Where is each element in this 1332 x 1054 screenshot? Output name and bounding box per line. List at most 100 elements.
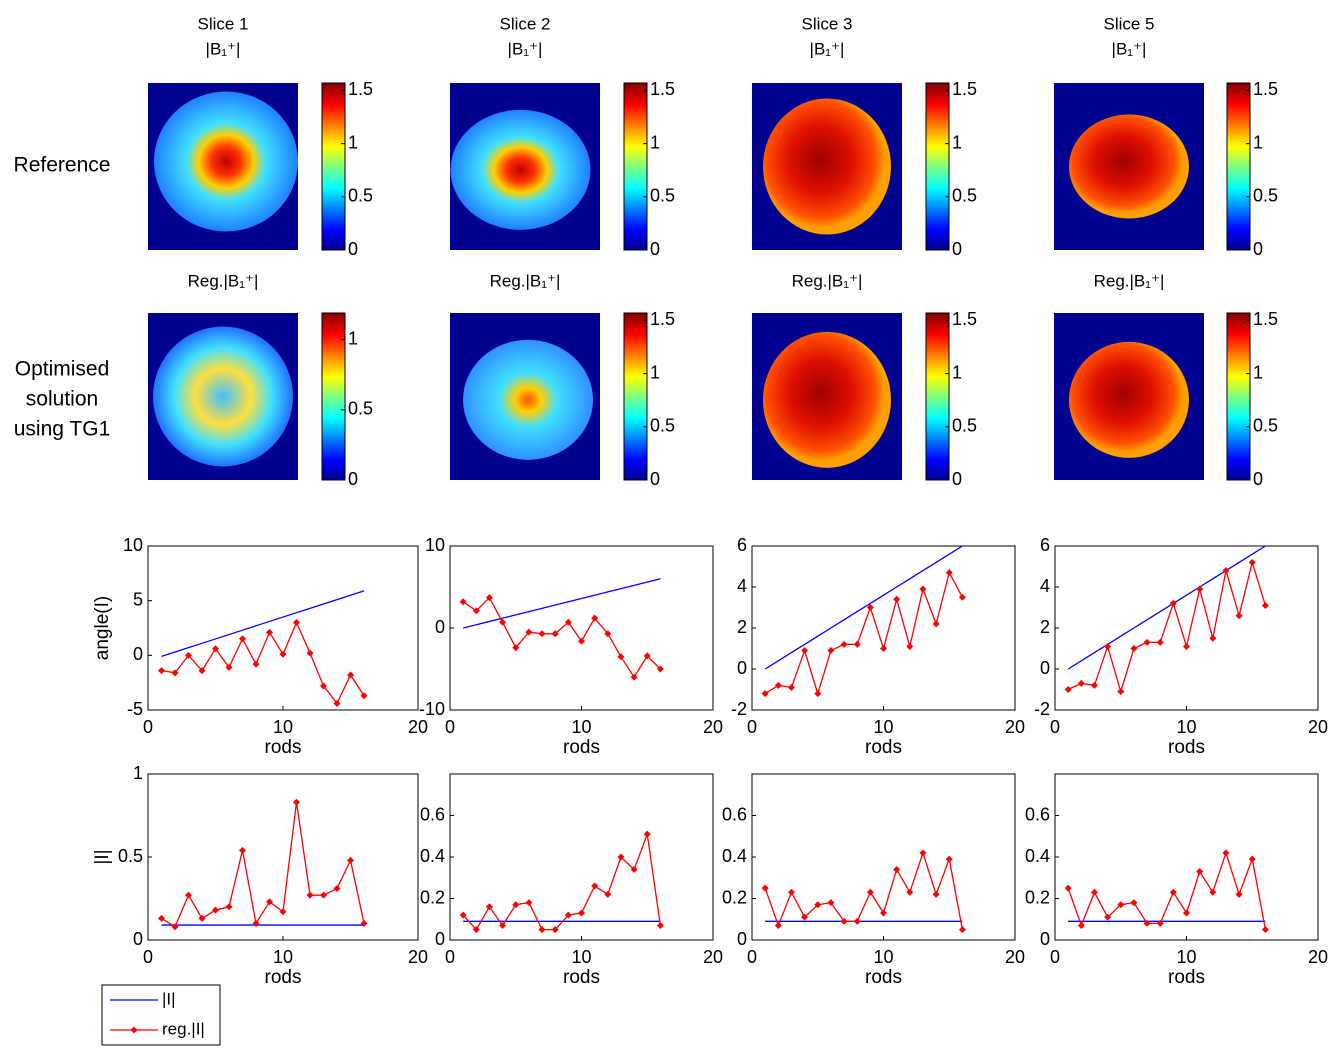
- x-tick-label: 0: [747, 947, 757, 967]
- marker: [774, 921, 782, 929]
- x-axis-label: rods: [1168, 967, 1205, 988]
- marker: [919, 585, 927, 593]
- x-tick-label: 20: [408, 947, 428, 967]
- marker: [840, 917, 848, 925]
- marker: [880, 645, 887, 652]
- colorbar-tick-label: 1: [952, 362, 962, 382]
- colorbar-tick-label: 1: [650, 132, 660, 152]
- y-tick-label: 0: [737, 658, 747, 678]
- colorbar-tick-label: 1: [650, 362, 660, 382]
- colorbar-tick-label: 1: [952, 132, 962, 152]
- marker: [827, 647, 835, 655]
- colorbar-tick-label: 0: [348, 239, 358, 259]
- y-tick-label: -2: [731, 699, 747, 719]
- x-tick-label: 0: [143, 947, 153, 967]
- marker: [564, 911, 572, 919]
- y-tick-label: 1: [133, 763, 143, 783]
- x-tick-label: 0: [143, 717, 153, 737]
- y-axis-label: |I|: [92, 849, 113, 864]
- marker: [1196, 868, 1204, 876]
- marker: [893, 595, 901, 603]
- row-label: Reference: [14, 154, 111, 177]
- marker: [1064, 884, 1072, 892]
- slice-title: Slice 3: [801, 14, 852, 33]
- marker: [320, 682, 327, 690]
- series-line: [1067, 545, 1266, 670]
- colorbar-tick-label: 1.5: [952, 79, 977, 99]
- marker: [774, 681, 782, 689]
- marker: [171, 923, 179, 931]
- marker: [630, 673, 638, 681]
- image-title: |B₁⁺|: [1112, 39, 1147, 58]
- colorbar-tick-label: 0: [1253, 239, 1263, 259]
- marker: [239, 846, 246, 854]
- x-tick-label: 20: [703, 947, 723, 967]
- marker: [1209, 634, 1217, 642]
- marker: [472, 607, 480, 615]
- slice-title: Slice 2: [499, 14, 550, 33]
- marker: [578, 637, 585, 645]
- marker: [643, 652, 651, 660]
- marker: [787, 683, 795, 691]
- marker: [1104, 913, 1112, 921]
- marker: [212, 645, 219, 653]
- marker: [932, 620, 940, 628]
- y-tick-label: -5: [127, 699, 143, 719]
- marker: [604, 630, 612, 638]
- colorbar: [925, 312, 950, 481]
- marker: [893, 865, 901, 873]
- marker: [485, 903, 493, 911]
- marker: [919, 849, 927, 857]
- x-tick-label: 0: [445, 717, 455, 737]
- x-axis-label: rods: [265, 967, 302, 988]
- marker: [512, 901, 520, 909]
- x-tick-label: 10: [1176, 947, 1196, 967]
- x-tick-label: 20: [1308, 717, 1328, 737]
- marker: [512, 644, 520, 652]
- colorbar-tick-label: 0.5: [650, 186, 675, 206]
- colorbar-tick-label: 0.5: [952, 186, 977, 206]
- y-tick-label: 10: [123, 535, 143, 555]
- plot-area: [147, 545, 419, 711]
- marker: [185, 651, 192, 659]
- marker: [814, 901, 822, 909]
- marker: [360, 919, 368, 927]
- y-tick-label: 0.4: [722, 846, 747, 866]
- plot-area: [449, 545, 714, 711]
- marker: [1261, 926, 1269, 934]
- image-title: Reg.|B₁⁺|: [490, 271, 561, 290]
- marker: [840, 640, 848, 648]
- marker: [485, 594, 493, 602]
- colorbar-tick-label: 0: [1253, 469, 1263, 489]
- marker: [472, 926, 480, 934]
- marker: [1077, 921, 1085, 929]
- marker: [525, 628, 533, 636]
- colorbar-tick-label: 0: [348, 469, 358, 489]
- marker: [551, 926, 559, 934]
- marker: [499, 921, 507, 929]
- marker: [787, 888, 795, 896]
- heatmap: [1069, 114, 1189, 219]
- x-tick-label: 0: [445, 947, 455, 967]
- y-tick-label: 0.4: [1025, 846, 1050, 866]
- marker: [1235, 890, 1243, 898]
- series-line: [1067, 559, 1267, 694]
- marker: [630, 865, 638, 873]
- row-label: Optimised: [15, 358, 110, 381]
- colorbar-tick-label: 1.5: [952, 309, 977, 329]
- series-line: [462, 596, 661, 679]
- marker: [225, 903, 233, 911]
- y-tick-label: -2: [1034, 699, 1050, 719]
- colorbar-tick-label: 0.5: [348, 399, 373, 419]
- colorbar: [321, 82, 346, 251]
- marker: [306, 649, 314, 657]
- colorbar-tick-label: 0.5: [650, 416, 675, 436]
- series-line: [161, 620, 365, 705]
- y-tick-label: 0: [737, 929, 747, 949]
- colorbar-tick-label: 0: [650, 469, 660, 489]
- marker: [1117, 688, 1125, 696]
- colorbar: [925, 82, 950, 251]
- marker: [945, 855, 953, 863]
- marker: [333, 885, 341, 893]
- marker: [459, 911, 467, 919]
